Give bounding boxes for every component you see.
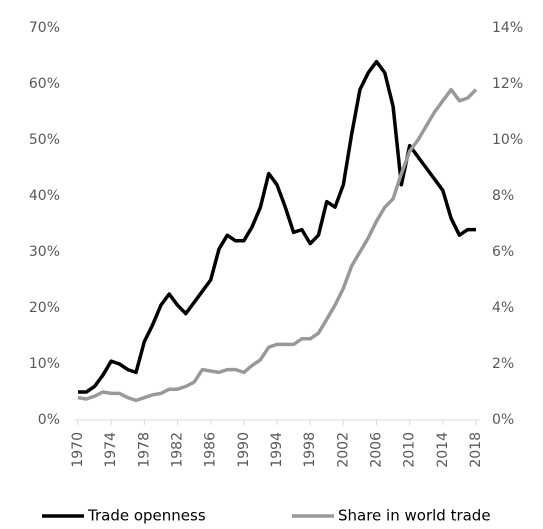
x-tick-label: 1982 xyxy=(170,432,186,468)
y2-tick-label: 12% xyxy=(492,76,523,92)
y2-tick-label: 10% xyxy=(492,132,523,148)
y-tick-label: 20% xyxy=(29,300,60,316)
y2-tick-label: 14% xyxy=(492,20,523,36)
x-tick-label: 1986 xyxy=(203,432,219,468)
x-tick-label: 1994 xyxy=(269,432,285,468)
x-tick-label: 1990 xyxy=(236,432,252,468)
legend-label: Trade openness xyxy=(87,507,206,525)
x-tick-label: 2018 xyxy=(468,432,484,468)
x-tick-label: 1970 xyxy=(70,432,86,468)
y2-tick-label: 6% xyxy=(492,244,514,260)
y2-tick-label: 2% xyxy=(492,356,514,372)
y-tick-label: 10% xyxy=(29,356,60,372)
x-tick-label: 2002 xyxy=(335,432,351,468)
y-tick-label: 30% xyxy=(29,244,60,260)
x-tick-label: 1998 xyxy=(302,432,318,468)
x-tick-label: 2006 xyxy=(369,432,385,468)
x-tick-label: 1974 xyxy=(103,432,119,468)
x-tick-label: 2010 xyxy=(402,432,418,468)
series-line xyxy=(77,87,478,403)
y2-tick-label: 4% xyxy=(492,300,514,316)
series-line xyxy=(78,59,476,394)
y-tick-label: 60% xyxy=(29,76,60,92)
y-tick-label: 40% xyxy=(29,188,60,204)
y-tick-label: 0% xyxy=(38,412,60,428)
y2-tick-label: 0% xyxy=(492,412,514,428)
y2-tick-label: 8% xyxy=(492,188,514,204)
y-tick-label: 70% xyxy=(29,20,60,36)
legend-label: Share in world trade xyxy=(338,507,491,525)
x-tick-label: 1978 xyxy=(136,432,152,468)
x-tick-label: 2014 xyxy=(435,432,451,468)
y-tick-label: 50% xyxy=(29,132,60,148)
